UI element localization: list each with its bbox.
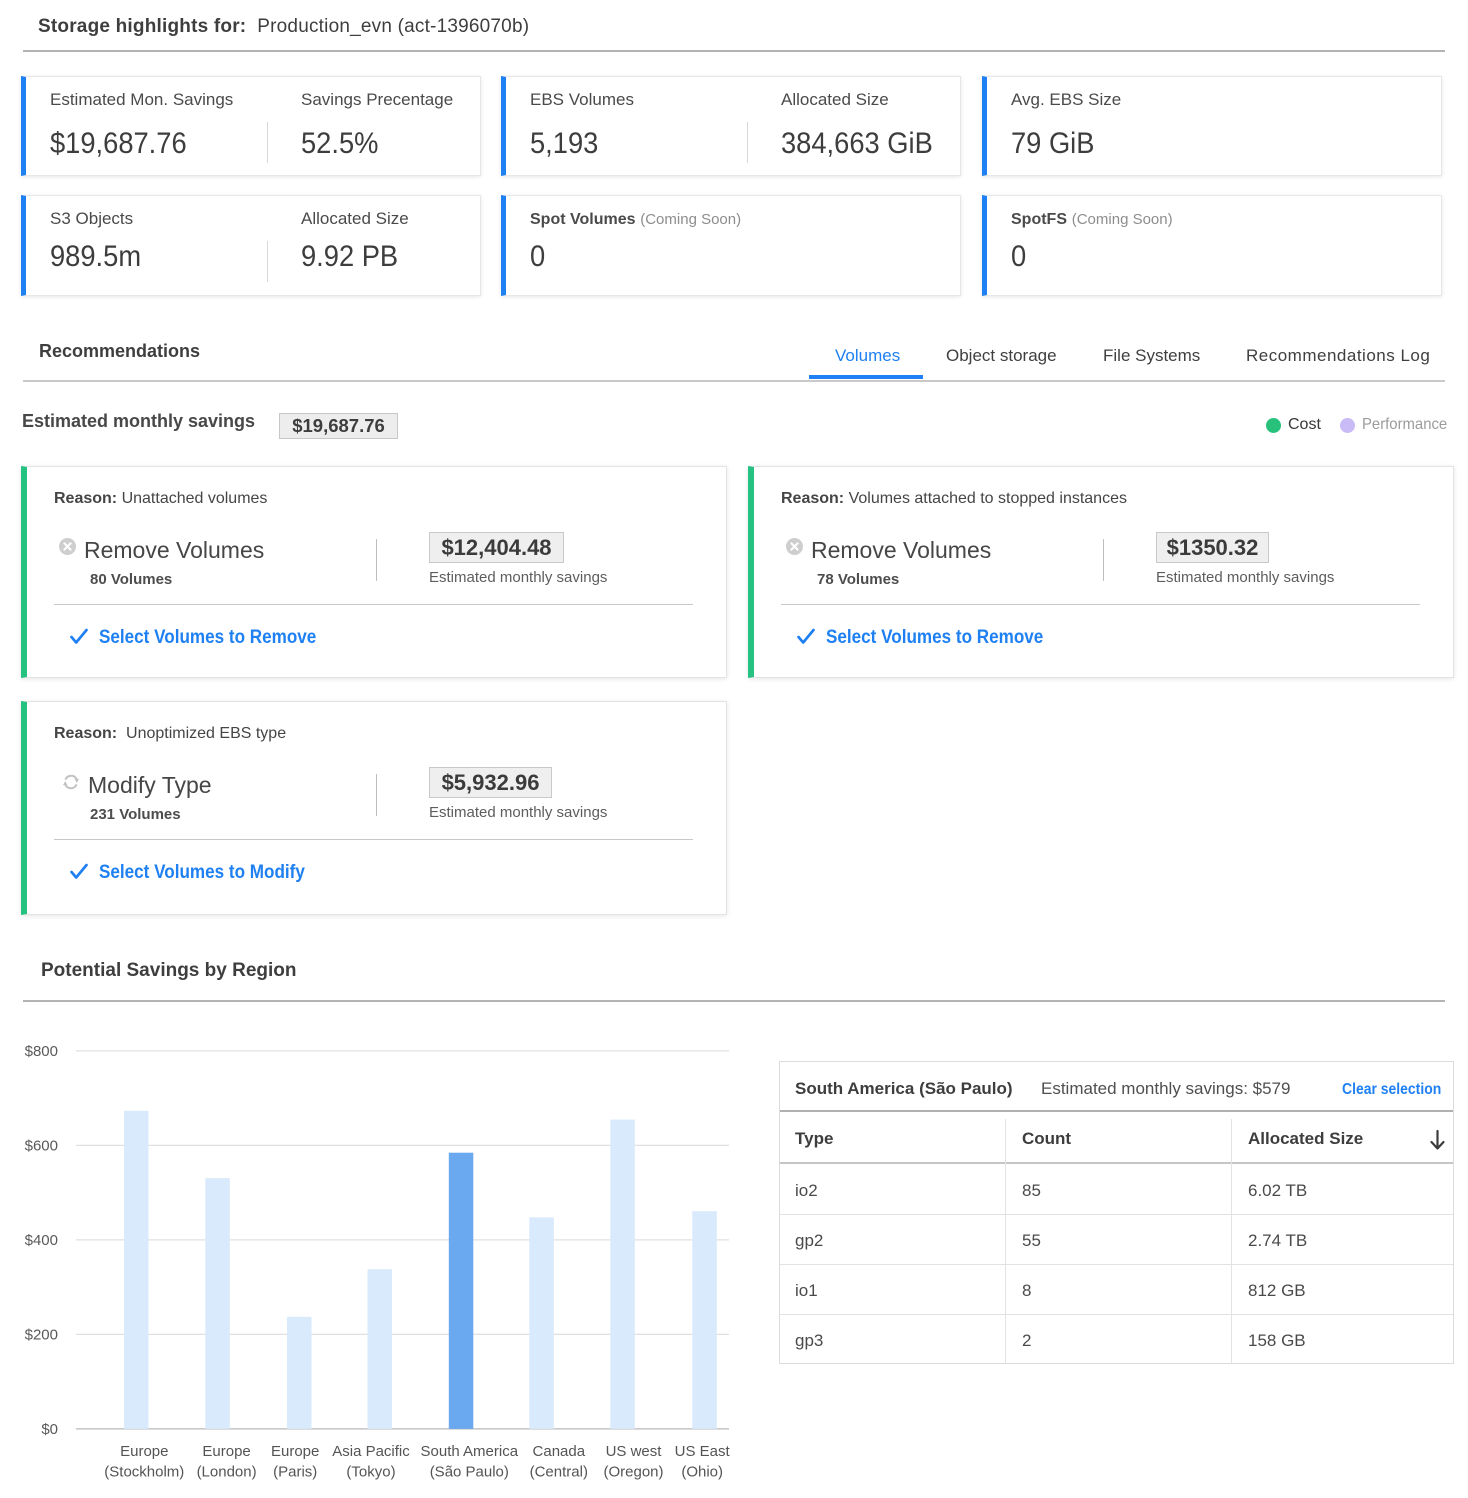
svg-text:$0: $0 [41, 1421, 58, 1438]
svg-text:$200: $200 [25, 1327, 58, 1344]
svg-text:(Tokyo): (Tokyo) [346, 1463, 395, 1480]
svg-text:Europe: Europe [202, 1443, 250, 1460]
svg-text:$600: $600 [25, 1138, 58, 1155]
svg-text:(Paris): (Paris) [273, 1463, 317, 1480]
svg-text:(Oregon): (Oregon) [603, 1463, 663, 1480]
svg-text:(London): (London) [197, 1463, 257, 1480]
svg-text:Canada: Canada [533, 1443, 586, 1460]
svg-text:Europe: Europe [271, 1443, 319, 1460]
svg-text:$400: $400 [25, 1232, 58, 1249]
svg-text:US East: US East [675, 1443, 731, 1460]
svg-text:Asia Pacific: Asia Pacific [332, 1443, 410, 1460]
svg-text:US west: US west [606, 1443, 663, 1460]
svg-text:Europe: Europe [120, 1443, 168, 1460]
svg-text:(Ohio): (Ohio) [681, 1463, 723, 1480]
svg-text:(São Paulo): (São Paulo) [430, 1463, 509, 1480]
svg-text:$800: $800 [25, 1043, 58, 1060]
svg-text:(Central): (Central) [530, 1463, 588, 1480]
svg-text:South America: South America [421, 1443, 519, 1460]
svg-text:(Stockholm): (Stockholm) [104, 1463, 184, 1480]
